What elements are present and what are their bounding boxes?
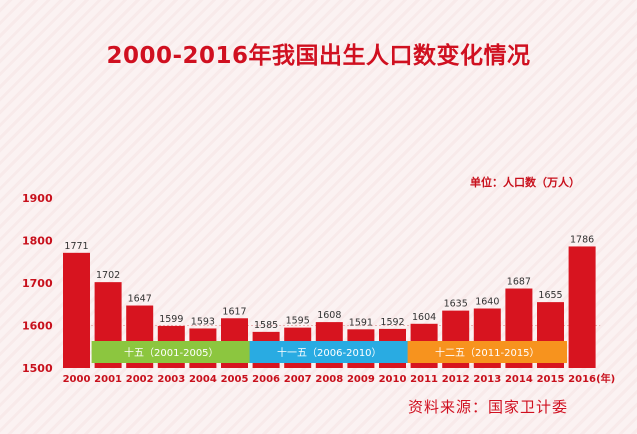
period-label: 十一五（2006-2010） (277, 346, 382, 359)
value-label: 1687 (507, 277, 531, 288)
x-tick-label: 2014 (505, 374, 533, 385)
source-note: 资料来源：国家卫计委 (408, 398, 569, 416)
y-tick-label: 1600 (22, 320, 53, 333)
value-label: 1591 (349, 317, 373, 328)
bar (63, 252, 90, 368)
x-tick-label: 2011 (410, 374, 438, 385)
period-band (407, 341, 567, 363)
period-band (91, 341, 251, 363)
x-tick-label: 2000 (63, 374, 91, 385)
period-band (249, 341, 409, 363)
bar (568, 246, 596, 368)
y-tick-label: 1700 (22, 277, 53, 290)
x-tick-label: 2002 (126, 374, 154, 385)
unit-label: 单位：人口数（万人） (470, 176, 580, 189)
value-label: 1771 (64, 241, 88, 252)
x-tick-label: 2003 (157, 374, 185, 385)
value-label: 1608 (317, 310, 341, 321)
y-tick-label: 1500 (22, 362, 53, 375)
value-label: 1635 (444, 299, 468, 310)
value-label: 1592 (380, 317, 404, 328)
x-tick-label: 2008 (315, 374, 343, 385)
value-label: 1640 (475, 297, 499, 308)
x-tick-label: 2012 (442, 374, 470, 385)
value-label: 1599 (159, 314, 183, 325)
x-tick-label: 2006 (252, 374, 280, 385)
x-tick-label: 2013 (473, 374, 501, 385)
x-tick-label: 2010 (379, 374, 407, 385)
x-tick-label: 2009 (347, 374, 375, 385)
value-label: 1604 (412, 312, 436, 323)
value-label: 1786 (570, 234, 594, 245)
x-axis-unit: (年) (596, 372, 615, 385)
value-label: 1655 (538, 290, 562, 301)
value-label: 1647 (128, 294, 152, 305)
value-label: 1702 (96, 270, 120, 281)
value-label: 1585 (254, 320, 278, 331)
y-tick-label: 1900 (22, 192, 53, 205)
x-tick-label: 2005 (221, 374, 249, 385)
x-tick-label: 2001 (94, 374, 122, 385)
x-tick-label: 2004 (189, 374, 217, 385)
value-label: 1595 (286, 316, 310, 327)
period-label: 十五（2001-2005） (124, 346, 219, 359)
x-tick-label: 2015 (537, 374, 565, 385)
x-tick-label: 2016 (568, 374, 596, 385)
value-label: 1617 (222, 306, 246, 317)
x-tick-label: 2007 (284, 374, 312, 385)
period-label: 十二五（2011-2015） (435, 346, 540, 359)
value-label: 1593 (191, 316, 215, 327)
chart-title: 2000-2016年我国出生人口数变化情况 (106, 43, 531, 69)
y-tick-label: 1800 (22, 235, 53, 248)
